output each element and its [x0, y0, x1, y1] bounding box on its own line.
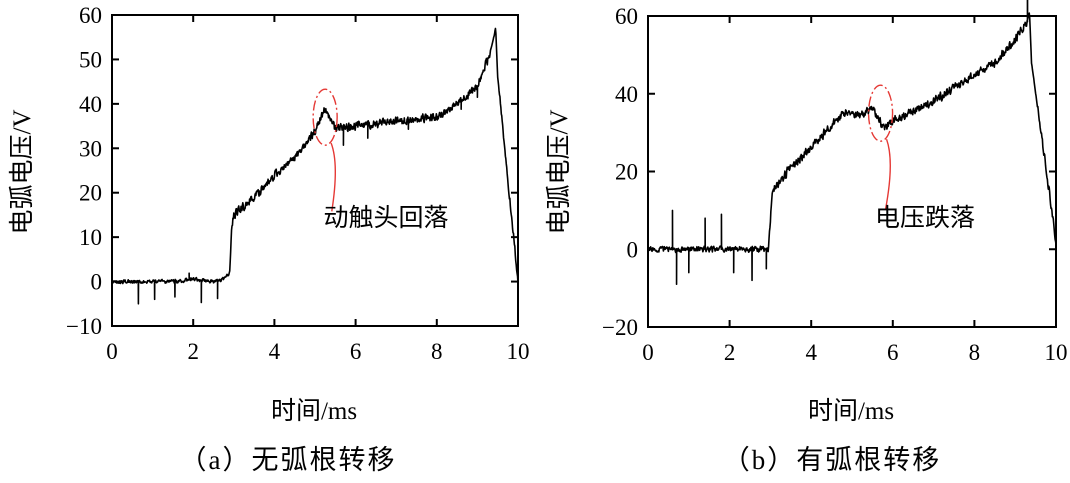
panel-b-annotation-label: 电压跌落: [875, 204, 975, 232]
panel-a-annotation-ellipse: [312, 88, 338, 146]
panel-a-y-tick-label: 10: [79, 225, 102, 250]
panel-b-caption: （b）有弧根转移: [723, 445, 942, 475]
panel-b-y-tick-label: 0: [627, 237, 639, 262]
panel-b-y-tick-label: 20: [615, 160, 638, 185]
panel-a-y-tick-label: 50: [79, 47, 102, 72]
panel-b-x-tick-label: 8: [969, 340, 981, 365]
panel-a-x-tick-label: 2: [187, 339, 199, 364]
panel-b-y-tick-label: 40: [615, 82, 638, 107]
panel-a-annotation-label: 动触头回落: [323, 204, 448, 232]
panel-b-x-axis-title: 时间/ms: [808, 397, 894, 425]
panel-b-x-tick-label: 10: [1045, 340, 1068, 365]
panel-a-annotation-pointer: [330, 142, 336, 212]
panel-a-x-tick-label: 8: [431, 339, 443, 364]
panel-b-x-tick-label: 2: [724, 340, 736, 365]
panel-a-y-tick-label: 40: [79, 92, 102, 117]
panel-a-x-tick-label: 6: [350, 339, 362, 364]
panel-a-y-axis-title: 电弧电压/V: [8, 109, 36, 234]
panel-a-y-tick-label: 0: [91, 270, 103, 295]
panel-a-series-line: [111, 27, 519, 305]
panel-b-annotation-ellipse: [867, 84, 894, 142]
panel-b-x-tick-label: 0: [642, 340, 654, 365]
panel-a-y-tick-label: 60: [79, 3, 102, 28]
panel-a-caption: （a）无弧根转移: [180, 445, 397, 475]
panel-a-x-tick-label: 10: [507, 339, 530, 364]
panel-b-annotation-pointer: [884, 138, 891, 211]
panel-b-y-tick-label: −20: [602, 315, 638, 340]
panel-b-series-line: [647, 0, 1057, 286]
panel-a-x-tick-label: 4: [269, 339, 281, 364]
panel-b-x-tick-label: 4: [805, 340, 817, 365]
panel-b-y-tick-label: 60: [615, 4, 638, 29]
panel-a-x-axis-title: 时间/ms: [271, 397, 357, 425]
panel-b-x-tick-label: 6: [887, 340, 899, 365]
panel-a-y-tick-label: 30: [79, 136, 102, 161]
panel-a-y-tick-label: 20: [79, 181, 102, 206]
panel-b-y-axis-title: 电弧电压/V: [545, 109, 573, 234]
panel-a-plot-frame: [111, 14, 519, 327]
panel-a-x-tick-label: 0: [106, 339, 118, 364]
panel-a-y-tick-label: −10: [66, 314, 102, 339]
